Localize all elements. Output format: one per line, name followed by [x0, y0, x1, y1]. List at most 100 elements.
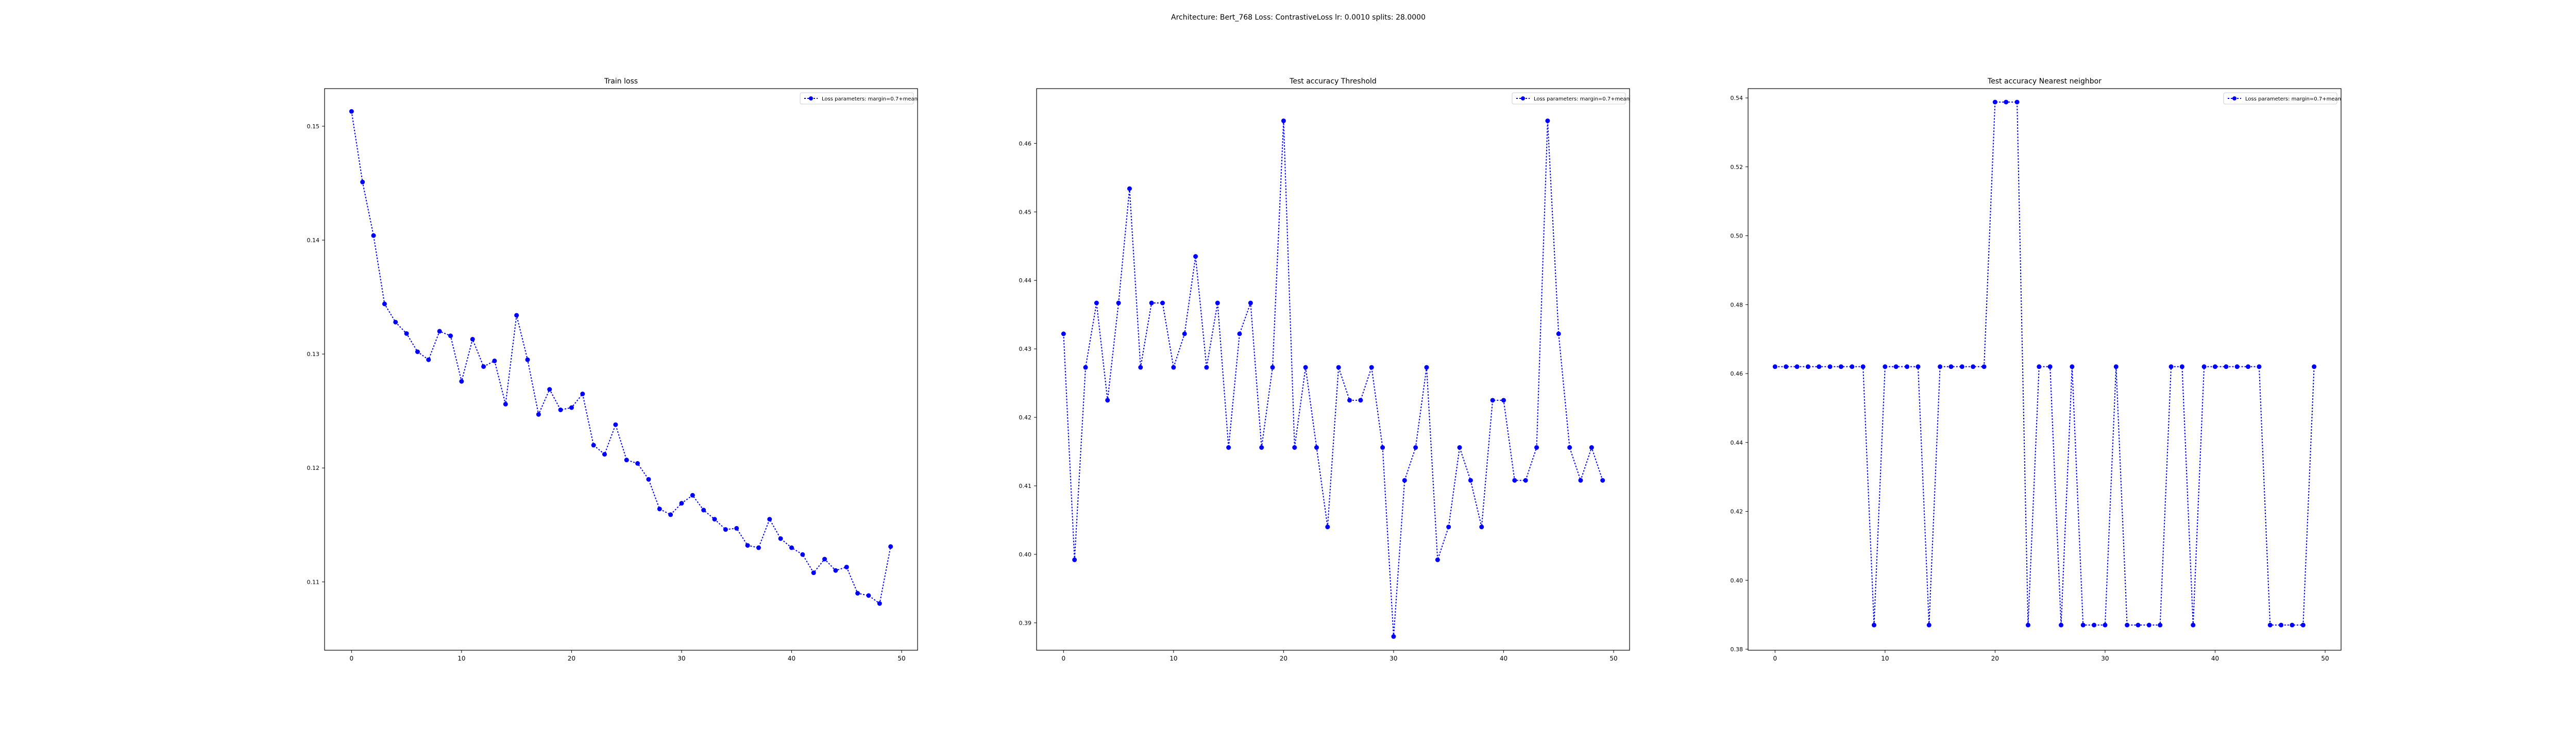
data-point — [448, 333, 453, 339]
data-point — [613, 422, 618, 427]
data-point — [415, 349, 420, 354]
data-point — [1083, 365, 1088, 370]
data-point — [756, 545, 761, 550]
data-point — [2290, 622, 2295, 628]
y-tick-label: 0.13 — [307, 351, 320, 358]
data-point — [1992, 99, 1997, 105]
data-point — [2168, 364, 2174, 369]
y-tick-label: 0.44 — [1731, 439, 1743, 446]
plot-frame — [324, 88, 918, 651]
data-point — [1938, 364, 1943, 369]
data-point — [1193, 254, 1198, 259]
data-point — [1838, 364, 1843, 369]
data-point — [569, 405, 574, 410]
data-point — [459, 379, 464, 384]
data-point — [1369, 365, 1374, 370]
data-point — [470, 336, 475, 342]
y-tick-label: 0.14 — [307, 237, 320, 244]
data-point — [1523, 478, 1528, 483]
y-tick-label: 0.46 — [1019, 140, 1032, 147]
y-tick-label: 0.50 — [1731, 233, 1743, 240]
data-point — [635, 461, 640, 466]
data-point — [679, 501, 684, 506]
y-tick-label: 0.43 — [1019, 346, 1032, 352]
data-point — [811, 570, 816, 576]
data-point — [877, 601, 882, 606]
data-point — [349, 109, 354, 114]
data-point — [1860, 364, 1866, 369]
data-point — [778, 536, 783, 541]
data-point — [1094, 300, 1099, 306]
data-point — [382, 301, 387, 307]
data-point — [1578, 478, 1583, 483]
data-point — [2246, 364, 2251, 369]
figure-suptitle: Architecture: Bert_768 Loss: Contrastive… — [1171, 13, 1426, 22]
data-point — [1391, 634, 1396, 639]
data-point — [1446, 525, 1451, 530]
data-point — [1402, 478, 1407, 483]
data-point — [503, 401, 508, 407]
legend-marker — [2232, 96, 2236, 100]
series-line — [351, 111, 891, 605]
data-point — [1545, 118, 1550, 123]
legend-box — [1512, 92, 1626, 105]
data-point — [723, 527, 728, 532]
data-point — [646, 477, 651, 482]
y-tick-label: 0.40 — [1019, 551, 1032, 558]
data-point — [1303, 365, 1308, 370]
data-point — [1589, 445, 1594, 450]
data-point — [1413, 445, 1418, 450]
data-point — [1435, 557, 1440, 563]
data-point — [1916, 364, 1921, 369]
data-point — [1534, 445, 1539, 450]
data-point — [1971, 364, 1976, 369]
data-point — [1556, 331, 1561, 336]
y-tick-label: 0.40 — [1731, 577, 1743, 584]
data-point — [1314, 445, 1319, 450]
x-tick-label: 30 — [677, 655, 685, 662]
y-tick-label: 0.12 — [307, 465, 320, 471]
data-point — [1182, 331, 1187, 336]
x-tick-label: 10 — [1170, 655, 1177, 662]
data-point — [855, 590, 860, 596]
data-point — [1116, 300, 1121, 306]
data-point — [2201, 364, 2207, 369]
chart-panel-1: Train loss 0 10 20 30 40 50 0.11 0.12 0.13 0.14 0.1… — [307, 77, 918, 662]
data-point — [1061, 331, 1066, 336]
y-tick-label: 0.52 — [1731, 164, 1743, 171]
data-point — [1281, 118, 1286, 123]
data-point — [668, 512, 673, 517]
y-tick-label: 0.11 — [307, 579, 320, 585]
data-point — [1794, 364, 1800, 369]
data-point — [1204, 365, 1209, 370]
data-point — [2037, 364, 2042, 369]
data-point — [1347, 398, 1352, 403]
data-point — [2179, 364, 2184, 369]
data-point — [1827, 364, 1833, 369]
data-point — [1784, 364, 1789, 369]
data-point — [690, 493, 695, 498]
data-point — [2092, 622, 2097, 628]
x-tick-label: 10 — [1881, 655, 1889, 662]
data-point — [1926, 622, 1931, 628]
data-point — [536, 412, 541, 417]
data-point — [1358, 398, 1363, 403]
data-point — [1817, 364, 1822, 369]
data-point — [1490, 398, 1495, 403]
data-point — [1959, 364, 1964, 369]
data-point — [426, 357, 431, 362]
data-point — [2047, 364, 2053, 369]
data-point — [1226, 445, 1231, 450]
y-tick-label: 0.39 — [1019, 620, 1032, 627]
data-point — [1512, 478, 1517, 483]
data-point — [1468, 478, 1473, 483]
data-point — [1237, 331, 1242, 336]
legend-box — [2223, 92, 2337, 105]
data-point — [2212, 364, 2217, 369]
data-point — [492, 358, 497, 363]
data-point — [525, 357, 530, 362]
chart-title: Train loss — [604, 77, 638, 86]
y-tick-label: 0.15 — [307, 123, 320, 130]
